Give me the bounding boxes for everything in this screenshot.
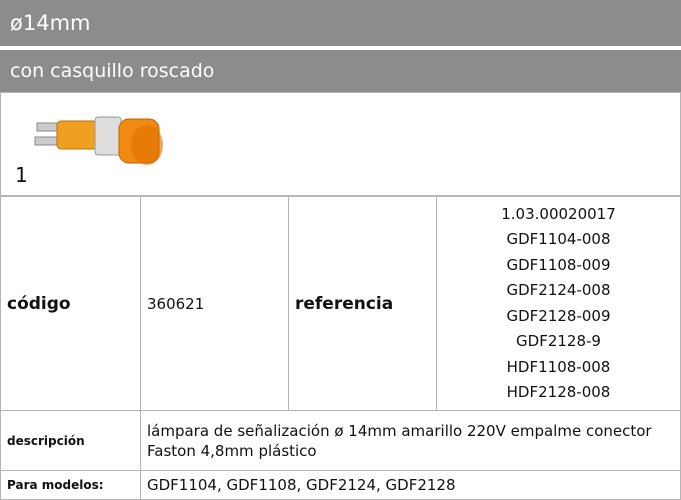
description-label: descripción [0, 410, 141, 471]
description-value: lámpara de señalización ø 14mm amarillo … [140, 410, 681, 471]
image-row: 1 [0, 92, 681, 196]
reference-item: HDF2128-008 [506, 383, 611, 401]
reference-item: GDF2128-009 [506, 306, 611, 325]
reference-list: 1.03.00020017 GDF1104-008 GDF1108-009 GDF21… [436, 196, 681, 411]
subtitle: con casquillo roscado [10, 60, 215, 82]
reference-item: 1.03.00020017 [501, 204, 616, 223]
models-value: GDF1104, GDF1108, GDF2124, GDF2128 [140, 470, 681, 500]
reference-item: HDF1108-008 [506, 357, 611, 376]
reference-label: referencia [288, 196, 437, 411]
reference-item: GDF2128-9 [516, 332, 601, 350]
models-label: Para modelos: [0, 470, 141, 500]
product-image [34, 116, 163, 165]
reference-item: GDF1104-008 [506, 230, 611, 248]
reference-item: GDF2124-008 [506, 281, 611, 299]
subtitle-bar: con casquillo roscado [0, 50, 681, 92]
title-bar: ø14mm [0, 0, 681, 46]
code-value: 360621 [140, 196, 289, 411]
image-label: 1 [15, 163, 28, 187]
title: ø14mm [10, 11, 91, 35]
code-label: código [0, 196, 141, 411]
reference-item: GDF1108-009 [506, 255, 611, 274]
